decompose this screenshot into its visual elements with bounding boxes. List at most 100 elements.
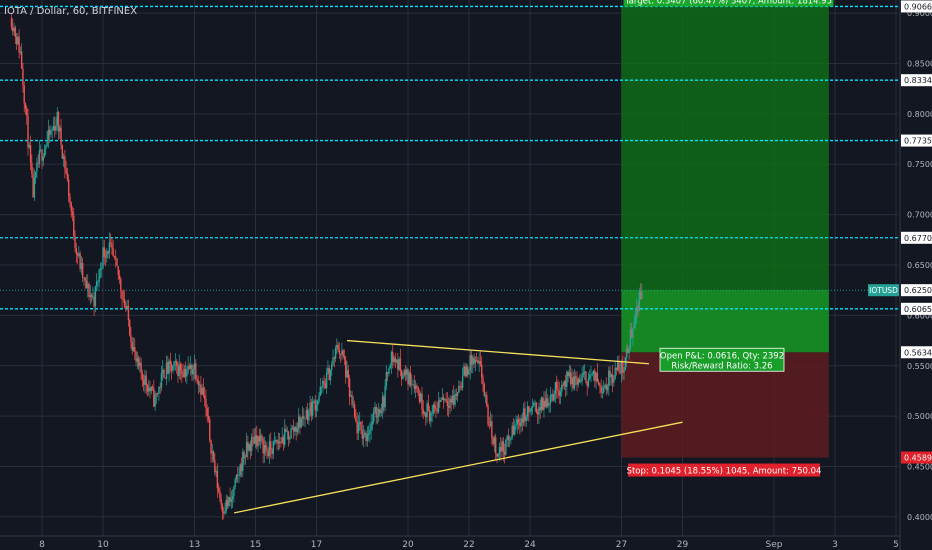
- candle-body: [64, 156, 66, 169]
- candle-body: [55, 125, 57, 131]
- candle-body: [481, 364, 483, 378]
- candle-body: [263, 445, 266, 454]
- candle-body: [153, 388, 155, 407]
- candle-body: [636, 305, 638, 317]
- candle-body: [176, 361, 178, 366]
- candle-body: [231, 496, 234, 500]
- level-badge: [901, 0, 932, 13]
- candle-body: [69, 196, 71, 203]
- candle-body: [413, 384, 416, 389]
- candle-body: [71, 211, 74, 216]
- candle-body: [170, 364, 173, 371]
- candle-body: [249, 444, 252, 451]
- candle-body: [361, 429, 363, 439]
- candle-body: [325, 372, 328, 389]
- candle-body: [56, 112, 58, 126]
- candle-body: [14, 27, 17, 37]
- time-axis[interactable]: 8 10 13 15 17 20 22 24 27 29 Sep 3 5: [0, 535, 900, 550]
- candle-body: [262, 438, 264, 454]
- candle-body: [435, 407, 437, 411]
- candle-body: [162, 369, 164, 373]
- candle-body: [566, 371, 568, 387]
- candle-body: [400, 370, 403, 379]
- candle-body: [78, 253, 80, 256]
- trendlines[interactable]: [234, 339, 683, 514]
- candle-body: [172, 365, 174, 371]
- level-badge-label: 0.7735: [904, 137, 932, 146]
- candle-body: [355, 416, 357, 422]
- candle-body: [468, 370, 470, 375]
- candle-body: [576, 377, 578, 385]
- candle-body: [116, 258, 118, 267]
- candle-body: [332, 357, 334, 365]
- candle-body: [62, 156, 65, 159]
- candle-body: [19, 51, 22, 53]
- candle-body: [48, 129, 51, 135]
- candle-body: [503, 451, 506, 455]
- candle-body: [386, 372, 389, 374]
- candle-body: [76, 253, 79, 256]
- candle-body: [367, 433, 370, 435]
- candle-body: [555, 382, 558, 390]
- pnl-label: Open P&L: 0.0616, Qty: 2392: [660, 351, 784, 361]
- candle-body: [430, 413, 432, 422]
- candle-body: [334, 347, 337, 359]
- candle-body: [622, 361, 624, 373]
- candle-body: [289, 437, 291, 440]
- candle-body: [103, 247, 105, 257]
- level-badge: [901, 302, 932, 315]
- candle-body: [59, 127, 61, 132]
- candle-body: [350, 395, 352, 397]
- time-tick-label: 5: [893, 540, 899, 550]
- candle-body: [122, 298, 125, 300]
- candle-body: [92, 296, 94, 298]
- candle-body: [414, 385, 417, 389]
- candle-body: [111, 243, 113, 249]
- candle-body: [384, 385, 386, 408]
- last-price-label: 0.6250: [904, 286, 932, 295]
- candle-body: [324, 383, 327, 389]
- candle-body: [383, 396, 385, 408]
- candle-body: [445, 399, 447, 401]
- candle-body: [141, 373, 144, 380]
- candle-body: [633, 321, 635, 328]
- candle-body: [101, 268, 103, 269]
- candle-body: [456, 392, 459, 396]
- candle-body: [573, 376, 576, 389]
- candle-body: [308, 411, 310, 421]
- candle-body: [239, 464, 241, 475]
- candle-body: [483, 383, 485, 396]
- candle-body: [181, 371, 183, 374]
- candle-body: [436, 410, 438, 412]
- candle-body: [548, 404, 550, 406]
- candle-body: [432, 404, 435, 413]
- candle-body: [214, 460, 216, 473]
- candle-body: [488, 424, 491, 426]
- lower-trendline[interactable]: [234, 421, 683, 514]
- candle-body: [313, 400, 315, 402]
- candle-body: [459, 386, 461, 388]
- candle-body: [290, 428, 292, 438]
- position-zones[interactable]: [621, 6, 829, 458]
- candle-body: [597, 382, 600, 385]
- candle-body: [142, 379, 145, 385]
- candle-body: [475, 359, 478, 361]
- candle-body: [234, 479, 236, 487]
- candle-body: [135, 351, 137, 362]
- candle-body: [179, 364, 182, 372]
- upper-trendline[interactable]: [346, 339, 649, 365]
- candle-body: [102, 247, 104, 269]
- candle-body: [472, 357, 474, 365]
- candle-body: [590, 374, 592, 375]
- candle-body: [284, 428, 286, 445]
- candle-body: [57, 112, 60, 132]
- candle-body: [599, 384, 601, 387]
- candle-body: [323, 380, 325, 384]
- candle-body: [439, 400, 441, 402]
- candle-body: [37, 162, 39, 164]
- candle-body: [441, 397, 444, 400]
